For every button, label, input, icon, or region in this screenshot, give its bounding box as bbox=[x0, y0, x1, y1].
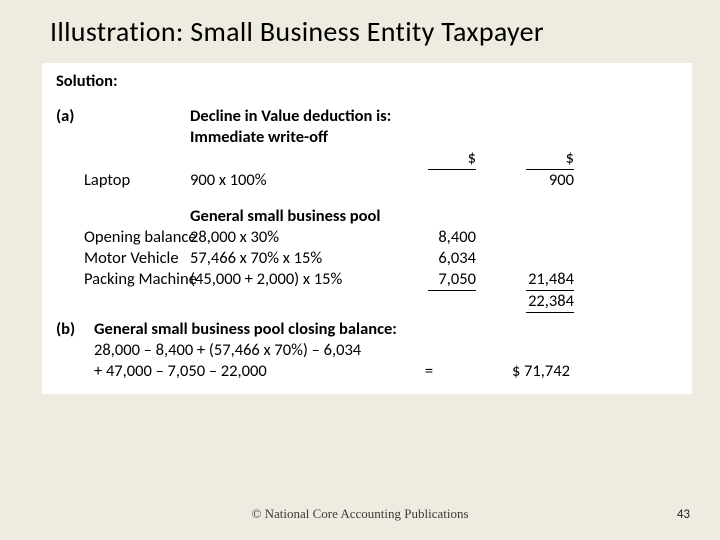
slide-title: Illustration: Small Business Entity Taxp… bbox=[0, 0, 720, 57]
row-name: Packing Machine bbox=[56, 269, 186, 291]
column-header-row: $ $ bbox=[56, 148, 672, 170]
part-a-heading1: Decline in Value deduction is: bbox=[190, 106, 578, 127]
solution-label: Solution: bbox=[56, 71, 672, 92]
subtotal: 21,484 bbox=[526, 269, 574, 291]
part-a-heading-row: (a) Decline in Value deduction is: bbox=[56, 106, 672, 127]
table-row: Opening balance 28,000 x 30% 8,400 bbox=[56, 227, 672, 248]
part-b-label: (b) bbox=[56, 319, 94, 340]
footer-copyright: © National Core Accounting Publications bbox=[0, 506, 720, 522]
part-a-label: (a) bbox=[56, 106, 186, 127]
laptop-value: 900 bbox=[488, 170, 578, 191]
equals-sign: = bbox=[414, 361, 444, 382]
row-name: Opening balance bbox=[56, 227, 186, 248]
row-calc: 57,466 x 70% x 15% bbox=[190, 248, 390, 269]
row-sub: 6,034 bbox=[394, 248, 484, 269]
total: 22,384 bbox=[526, 291, 574, 313]
page-number: 43 bbox=[677, 507, 690, 522]
laptop-calc: 900 x 100% bbox=[190, 170, 390, 191]
part-a-heading2: Immediate write-off bbox=[190, 127, 390, 148]
row-name: Motor Vehicle bbox=[56, 248, 186, 269]
part-b-line2: + 47,000 – 7,050 – 22,000 bbox=[94, 361, 414, 382]
table-row: Packing Machine (45,000 + 2,000) x 15% 7… bbox=[56, 269, 672, 291]
row-sub: 8,400 bbox=[394, 227, 484, 248]
table-row: Motor Vehicle 57,466 x 70% x 15% 6,034 bbox=[56, 248, 672, 269]
row-calc: (45,000 + 2,000) x 15% bbox=[190, 269, 390, 291]
pool-heading: General small business pool bbox=[190, 206, 578, 227]
col-header-right: $ bbox=[526, 148, 574, 170]
solution-content: Solution: (a) Decline in Value deduction… bbox=[42, 63, 692, 394]
part-b-result: $ 71,742 bbox=[444, 361, 574, 382]
laptop-row: Laptop 900 x 100% 900 bbox=[56, 170, 672, 191]
total-row: 22,384 bbox=[56, 291, 672, 313]
part-b: (b) General small business pool closing … bbox=[56, 319, 672, 340]
row-sub: 7,050 bbox=[428, 269, 476, 291]
col-header-left: $ bbox=[428, 148, 476, 170]
part-b-heading: General small business pool closing bala… bbox=[94, 319, 574, 340]
row-calc: 28,000 x 30% bbox=[190, 227, 390, 248]
part-b-line1: 28,000 – 8,400 + (57,466 x 70%) – 6,034 bbox=[94, 340, 414, 361]
laptop-name: Laptop bbox=[56, 170, 186, 191]
